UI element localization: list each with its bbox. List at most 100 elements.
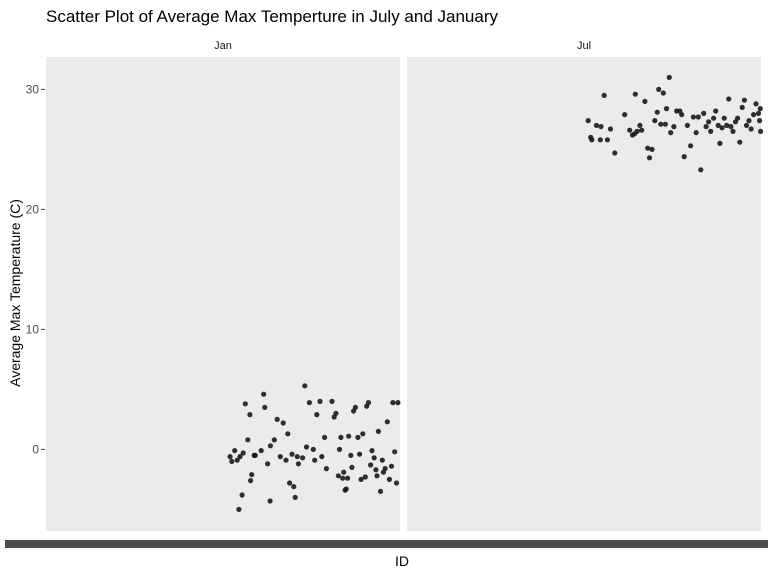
data-point — [333, 410, 339, 416]
data-point — [291, 484, 297, 490]
data-point — [739, 104, 745, 110]
data-point — [245, 437, 251, 443]
data-point — [237, 454, 243, 460]
data-point — [362, 474, 368, 480]
data-point — [758, 128, 764, 134]
y-axis-ticks: 0 10 20 30 — [26, 82, 45, 456]
data-point — [730, 128, 736, 134]
data-point — [604, 137, 611, 143]
data-point — [668, 130, 674, 136]
data-point — [658, 121, 664, 127]
data-point — [377, 488, 384, 494]
data-point — [663, 106, 670, 112]
data-point — [306, 400, 312, 406]
data-point — [719, 125, 725, 131]
data-point — [382, 466, 388, 472]
data-point — [294, 454, 300, 460]
data-point — [274, 416, 280, 422]
data-point — [360, 431, 366, 437]
data-point — [247, 412, 253, 418]
data-point — [302, 383, 308, 389]
data-point — [267, 443, 273, 449]
x-axis-label: ID — [395, 553, 409, 569]
data-point — [751, 112, 757, 118]
data-point — [607, 126, 614, 132]
data-point — [295, 461, 301, 467]
data-point — [666, 74, 672, 80]
data-point — [598, 124, 604, 130]
data-point — [368, 462, 374, 468]
data-point — [317, 398, 323, 404]
data-point — [375, 428, 381, 434]
data-point — [240, 450, 246, 456]
data-point — [329, 398, 335, 404]
data-point — [695, 114, 701, 120]
y-tick-label: 20 — [26, 202, 40, 216]
data-point — [310, 446, 316, 452]
data-point — [349, 464, 355, 470]
data-point — [593, 122, 600, 128]
data-point — [690, 114, 697, 120]
data-point — [743, 122, 750, 128]
data-point — [365, 400, 372, 406]
data-point — [280, 420, 286, 426]
y-tick-label: 30 — [26, 82, 40, 96]
y-tick-label: 0 — [32, 442, 39, 456]
data-point — [267, 498, 273, 504]
data-point — [757, 118, 763, 124]
data-point — [322, 434, 328, 440]
data-point — [662, 121, 669, 127]
data-point — [589, 137, 595, 143]
data-point — [746, 118, 752, 124]
data-point — [393, 480, 400, 486]
data-point — [634, 128, 640, 134]
data-point — [292, 494, 298, 500]
data-point — [277, 454, 283, 460]
data-point — [748, 126, 754, 132]
data-point — [371, 455, 377, 461]
data-point — [671, 124, 677, 130]
data-point — [234, 457, 240, 463]
data-point — [688, 143, 694, 149]
data-point — [721, 115, 727, 121]
data-point — [271, 437, 277, 443]
data-point — [585, 118, 591, 124]
data-point — [373, 467, 379, 473]
facet-jan: Jan — [46, 40, 401, 531]
data-point — [283, 457, 289, 463]
data-point — [374, 473, 380, 479]
facet-jul: Jul — [407, 40, 764, 531]
data-point — [708, 128, 714, 134]
data-point — [232, 448, 238, 454]
data-point — [656, 86, 662, 92]
data-point — [242, 401, 248, 407]
facet-strip-label: Jan — [214, 40, 232, 52]
data-point — [392, 449, 398, 455]
data-point — [261, 391, 267, 397]
data-point — [249, 472, 255, 478]
data-point — [703, 124, 709, 130]
data-point — [706, 119, 712, 125]
data-point — [728, 124, 734, 130]
data-point — [303, 444, 310, 450]
data-point — [724, 122, 730, 128]
data-point — [336, 446, 343, 452]
data-point — [681, 154, 687, 160]
data-point — [642, 98, 648, 104]
data-point — [735, 115, 741, 121]
data-point — [693, 130, 699, 136]
data-point — [652, 118, 658, 124]
data-point — [345, 475, 351, 481]
data-point — [711, 115, 717, 121]
data-point — [341, 469, 347, 475]
data-point — [248, 478, 254, 484]
data-point — [300, 455, 306, 461]
y-tick-label: 10 — [26, 322, 40, 336]
data-point — [314, 412, 320, 418]
data-point — [352, 404, 358, 410]
facet-panel-background — [46, 57, 400, 531]
data-point — [646, 155, 653, 161]
x-axis-bar — [5, 540, 768, 548]
data-point — [262, 404, 268, 410]
